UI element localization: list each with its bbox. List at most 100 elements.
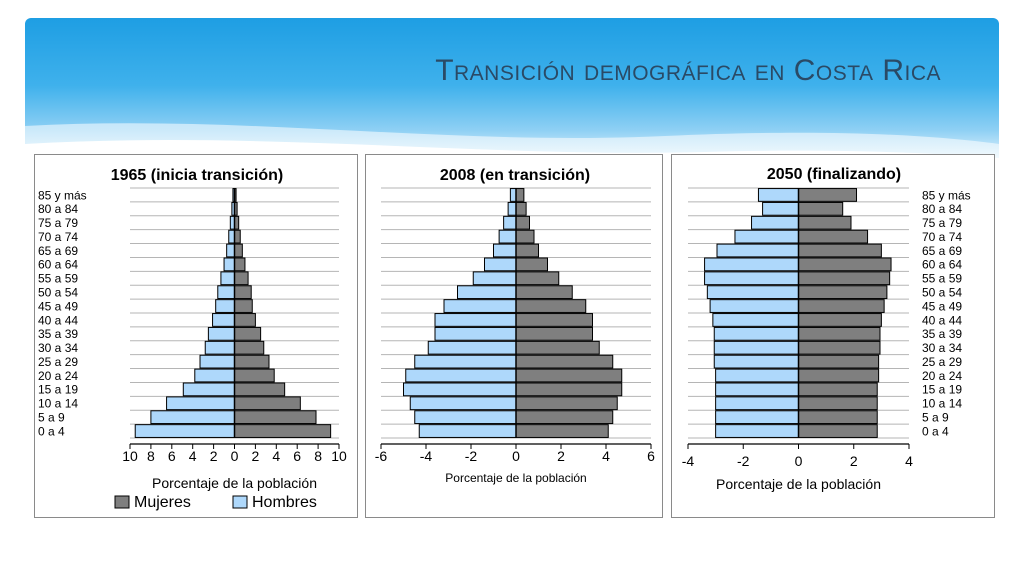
- title-banner: Transición demográfica en Costa Rica: [25, 18, 999, 168]
- x-tick-label: 2: [850, 453, 858, 469]
- age-label: 85 y más: [922, 188, 971, 202]
- age-label: 40 a 44: [38, 313, 78, 327]
- x-tick-label: 4: [272, 448, 280, 464]
- x-tick-label: -2: [465, 448, 478, 464]
- age-label: 70 a 74: [922, 230, 962, 244]
- bar-right-75-a-79: [515, 215, 530, 230]
- bar-right-65-a-69: [798, 243, 882, 258]
- bar-right-40-a-44: [798, 313, 882, 327]
- legend-label-hombres: Hombres: [252, 494, 317, 511]
- bar-left-0-a-4: [134, 424, 235, 438]
- age-label: 80 a 84: [38, 202, 78, 216]
- bar-right-70-a-74: [234, 229, 241, 244]
- age-label: 15 a 19: [922, 383, 962, 397]
- bar-left-0-a-4: [418, 424, 517, 438]
- bar-left-10-a-14: [166, 396, 235, 411]
- bar-left-20-a-24: [405, 368, 517, 383]
- bar-left-50-a-54: [217, 285, 235, 300]
- age-label: 40 a 44: [922, 313, 962, 327]
- bar-right-30-a-34: [798, 340, 881, 355]
- bar-left-30-a-34: [204, 340, 236, 355]
- bar-right-15-a-19: [515, 382, 623, 397]
- bar-right-55-a-59: [515, 271, 560, 286]
- age-label: 75 a 79: [922, 216, 962, 230]
- bar-left-75-a-79: [751, 215, 799, 230]
- age-label: 20 a 24: [922, 369, 962, 383]
- age-label: 0 a 4: [922, 424, 949, 438]
- x-tick-label: 4: [602, 448, 610, 464]
- bar-right-40-a-44: [234, 313, 256, 327]
- x-tick-label: 0: [512, 448, 520, 464]
- bar-left-60-a-64: [223, 257, 236, 272]
- bar-left-80-a-84: [762, 201, 799, 216]
- bar-right-45-a-49: [515, 299, 587, 313]
- bar-right-65-a-69: [234, 243, 243, 258]
- bar-left-60-a-64: [484, 257, 517, 272]
- bar-left-0-a-4: [715, 424, 799, 438]
- age-label: 50 a 54: [922, 285, 962, 299]
- bar-right-85-y-más: [515, 188, 525, 202]
- bar-right-70-a-74: [798, 229, 869, 244]
- bar-right-60-a-64: [798, 257, 892, 272]
- age-label: 20 a 24: [38, 369, 78, 383]
- bar-right-65-a-69: [515, 243, 539, 258]
- age-label: 25 a 29: [922, 355, 962, 369]
- bar-left-50-a-54: [706, 285, 799, 300]
- bar-left-20-a-24: [715, 368, 799, 383]
- bar-right-60-a-64: [234, 257, 246, 272]
- chart-title: 1965 (inicia transición): [111, 167, 284, 184]
- bar-left-35-a-39: [434, 326, 517, 341]
- bar-left-70-a-74: [228, 229, 236, 244]
- bar-right-85-y-más: [798, 188, 858, 202]
- bar-left-55-a-59: [220, 271, 235, 286]
- banner-wave-decoration: [25, 123, 999, 168]
- legend-label-mujeres: Mujeres: [134, 494, 191, 511]
- age-label: 50 a 54: [38, 285, 78, 299]
- bar-left-15-a-19: [182, 382, 235, 397]
- age-label: 60 a 64: [922, 258, 962, 272]
- bar-right-40-a-44: [515, 313, 593, 327]
- bar-right-80-a-84: [798, 201, 844, 216]
- bar-left-10-a-14: [409, 396, 517, 411]
- bar-left-25-a-29: [414, 354, 517, 369]
- bar-right-45-a-49: [234, 299, 253, 313]
- age-label: 10 a 14: [922, 397, 962, 411]
- x-axis-label: Porcentaje de la población: [445, 471, 586, 485]
- bar-right-10-a-14: [234, 396, 301, 411]
- population-pyramid-2008: 2008 (en transición) -6 -4 -2 0 2 4 6 Porcentaje…: [375, 167, 655, 485]
- bar-left-35-a-39: [713, 326, 799, 341]
- bar-right-70-a-74: [515, 229, 535, 244]
- bar-left-30-a-34: [713, 340, 799, 355]
- bar-right-35-a-39: [234, 326, 262, 341]
- bar-right-75-a-79: [798, 215, 852, 230]
- x-tick-label: 8: [314, 448, 322, 464]
- age-label: 30 a 34: [38, 341, 78, 355]
- bar-left-15-a-19: [715, 382, 799, 397]
- bar-left-85-y-más: [509, 188, 517, 202]
- bar-left-70-a-74: [734, 229, 799, 244]
- x-tick-label: 6: [647, 448, 655, 464]
- age-label: 45 a 49: [38, 299, 78, 313]
- bar-right-50-a-54: [798, 285, 888, 300]
- bar-left-5-a-9: [414, 410, 517, 425]
- pyramid-panel-2008: 2008 (en transición) -6 -4 -2 0 2 4 6 Porcentaje…: [365, 154, 663, 518]
- x-tick-label: 2: [557, 448, 565, 464]
- bar-left-40-a-44: [434, 313, 517, 327]
- bar-left-45-a-49: [443, 299, 517, 313]
- x-tick-label: -4: [682, 453, 695, 469]
- bar-left-65-a-69: [493, 243, 517, 258]
- age-label: 60 a 64: [38, 258, 78, 272]
- age-label: 5 a 9: [922, 410, 949, 424]
- bar-right-45-a-49: [798, 299, 885, 313]
- bar-left-10-a-14: [715, 396, 799, 411]
- x-tick-label: 4: [189, 448, 197, 464]
- bar-left-15-a-19: [403, 382, 517, 397]
- bar-left-65-a-69: [716, 243, 799, 258]
- bar-right-5-a-9: [798, 410, 878, 425]
- chart-title: 2008 (en transición): [440, 167, 590, 184]
- age-label: 55 a 59: [922, 272, 962, 286]
- age-label: 65 a 69: [922, 244, 962, 258]
- bar-left-5-a-9: [715, 410, 799, 425]
